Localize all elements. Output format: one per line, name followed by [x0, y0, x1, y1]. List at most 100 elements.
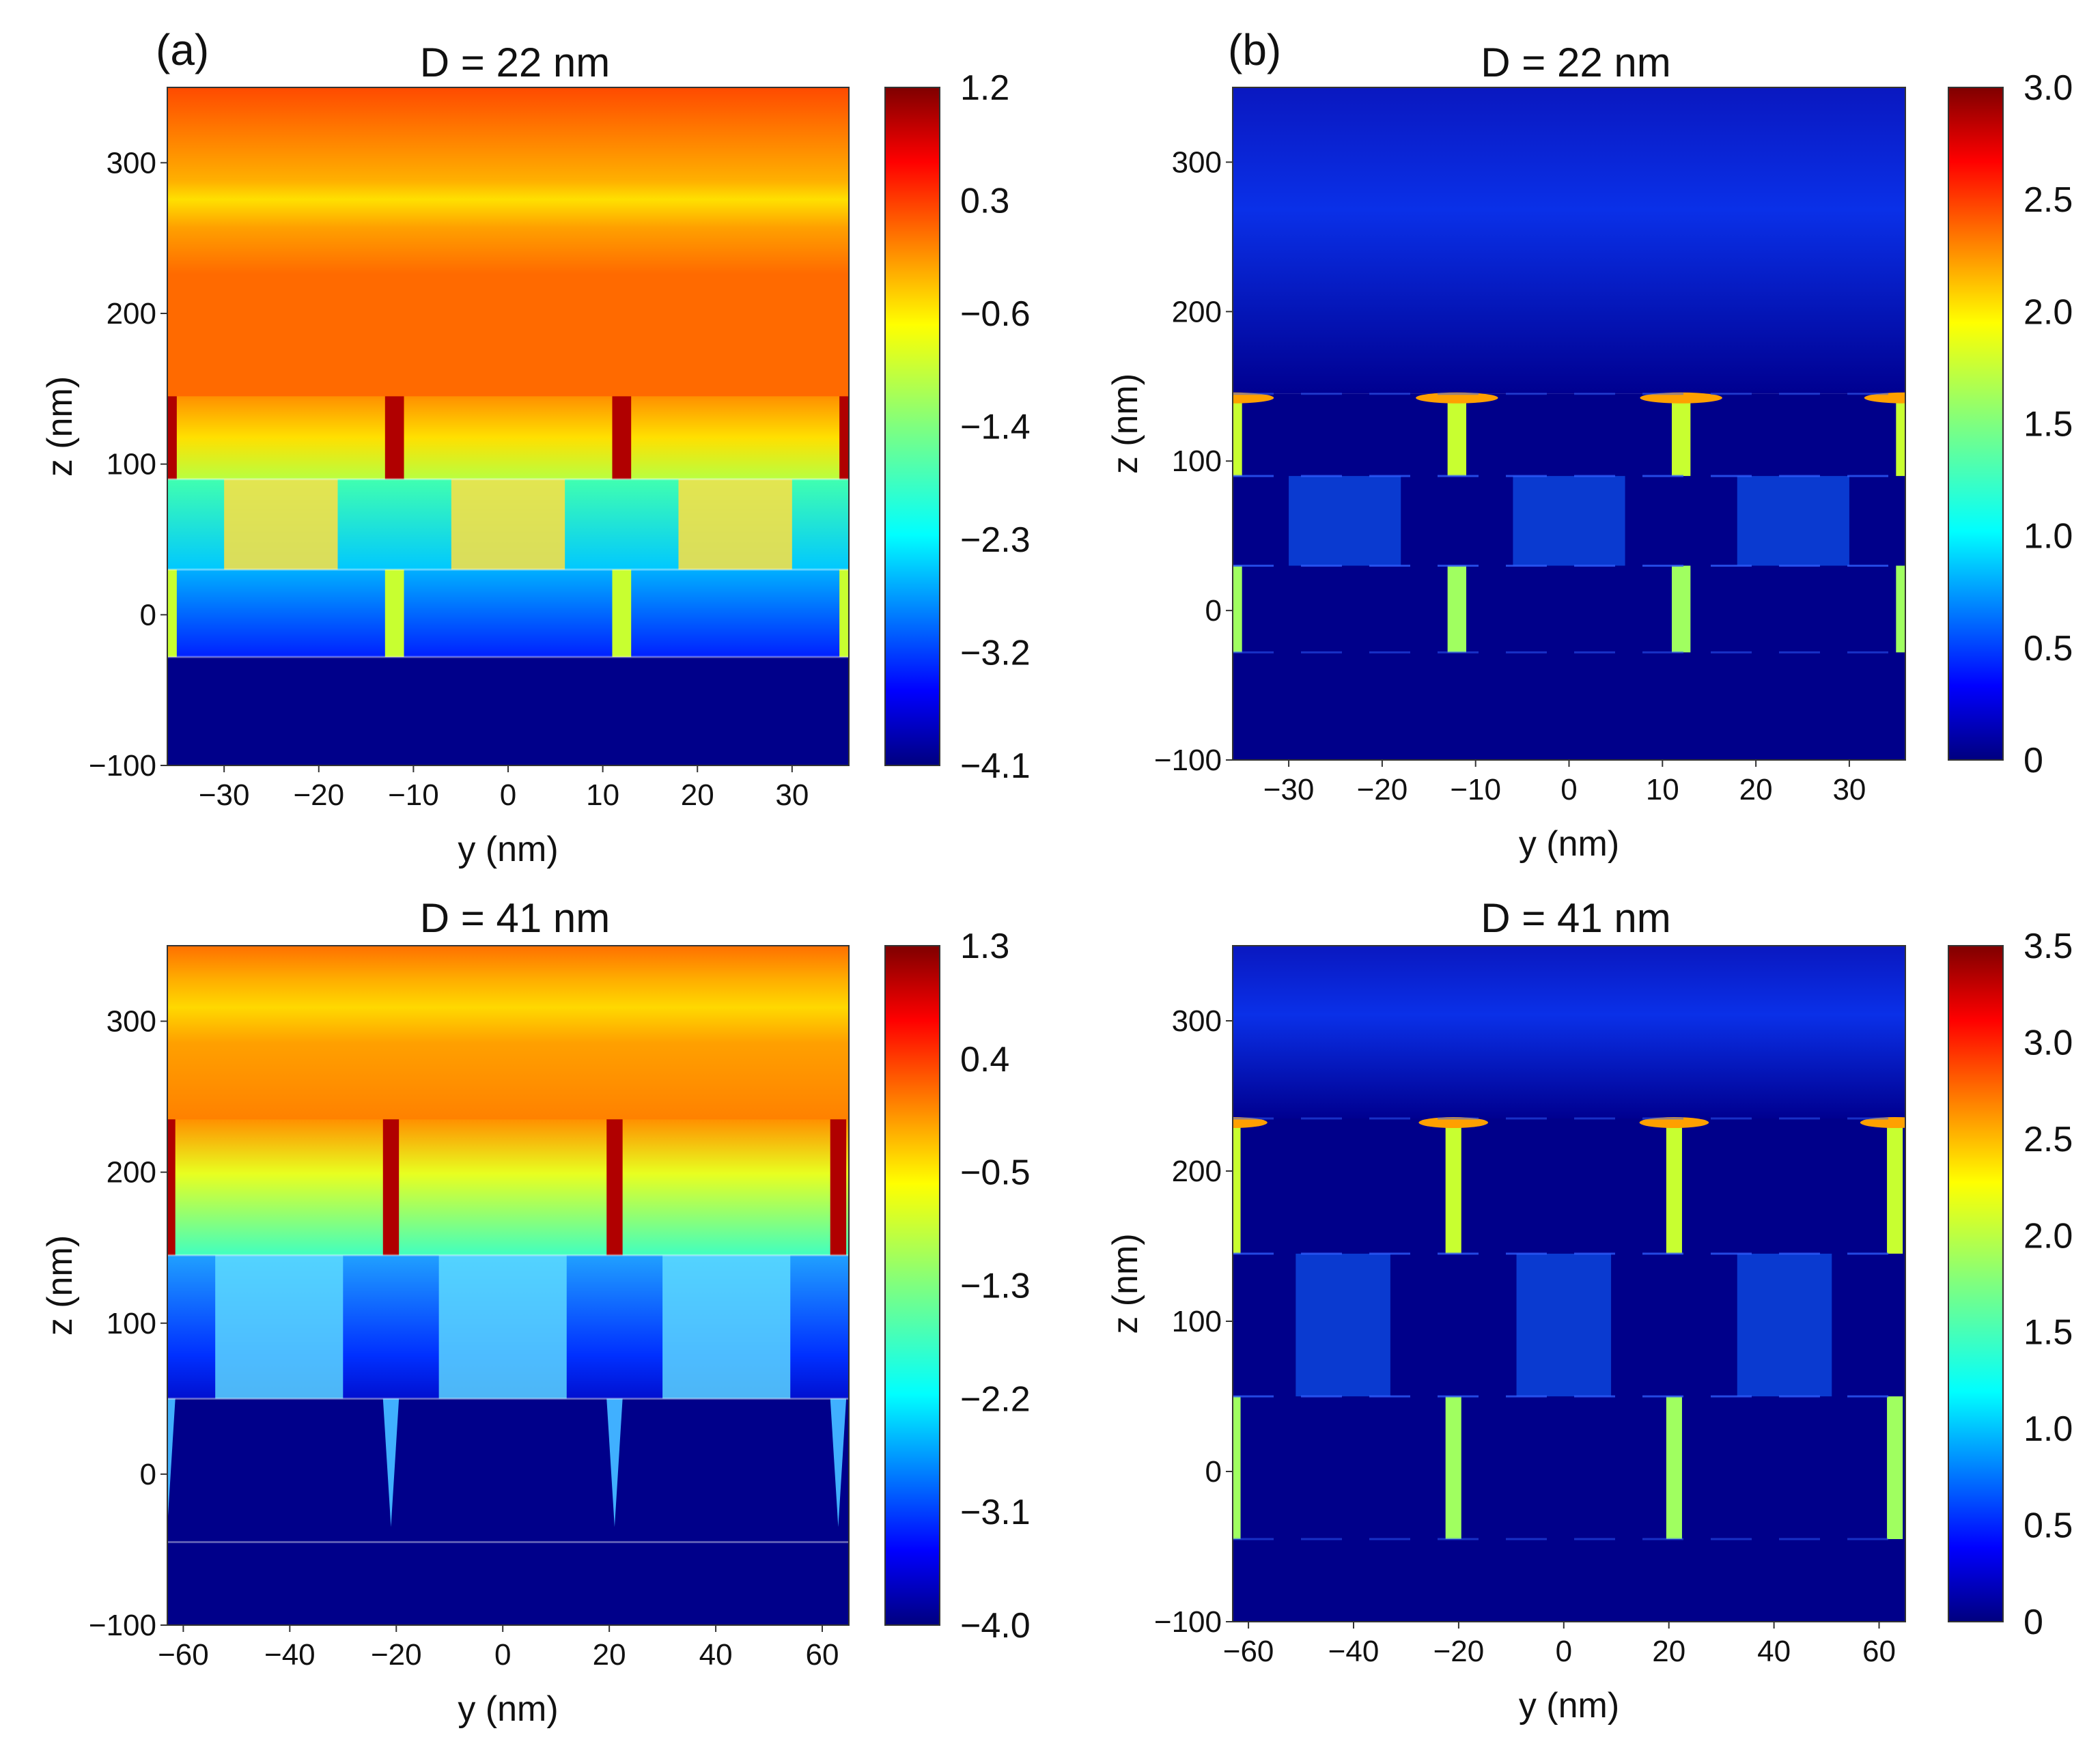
field-bright-rod — [1233, 565, 1242, 653]
field-rod — [839, 569, 849, 658]
colorbar-tick-label: 2.5 — [2024, 1120, 2073, 1159]
x-tick-label: 30 — [1832, 773, 1866, 806]
x-tick-label: 10 — [1646, 773, 1679, 806]
colorbar-tick-label: 1.5 — [2024, 405, 2073, 445]
x-axis-title: y (nm) — [1519, 824, 1619, 864]
field-hot-rod — [612, 396, 632, 479]
field-joint — [1065, 476, 1177, 565]
field-rod-hotspot — [1640, 392, 1722, 404]
colorbar-tick-label: −0.6 — [960, 294, 1031, 334]
field-hot-rod — [830, 1119, 847, 1256]
field-hot-rod — [606, 1119, 623, 1256]
field-hot-rod — [167, 396, 177, 479]
y-axis-title: z (nm) — [40, 376, 80, 477]
field-substrate-region — [167, 657, 849, 765]
y-tick-label: 200 — [1172, 1155, 1222, 1188]
x-tick-label: 0 — [1556, 1635, 1572, 1668]
field-upper-region — [167, 946, 849, 1123]
y-tick-label: 200 — [107, 297, 156, 330]
x-tick-label: −30 — [199, 778, 250, 812]
field-joint — [451, 479, 565, 570]
field-rod-tail — [167, 1398, 176, 1527]
x-tick-label: −20 — [293, 778, 344, 812]
heatmap-field — [167, 946, 1069, 1625]
y-tick-label: 200 — [107, 1156, 156, 1189]
field-bright-rod — [1671, 565, 1691, 653]
field-layer-3 — [167, 569, 849, 658]
colorbar-tick-label: 3.0 — [2024, 68, 2073, 108]
colorbar-tick-label: −1.3 — [960, 1267, 1031, 1306]
colorbar-tick-label: −4.0 — [960, 1606, 1031, 1646]
colorbar-tick-label: 0 — [2024, 1603, 2043, 1642]
field-joint — [215, 1255, 344, 1399]
y-tick-label: 0 — [1205, 594, 1222, 628]
field-lower-region — [1233, 393, 1905, 760]
x-tick-label: 0 — [494, 1638, 511, 1672]
y-axis-title: z (nm) — [1106, 1233, 1145, 1334]
x-tick-label: −40 — [264, 1638, 316, 1672]
field-bright-rod — [1447, 565, 1467, 653]
colorbar-tick-label: 0.5 — [2024, 629, 2073, 668]
x-tick-label: −30 — [1263, 773, 1315, 806]
x-tick-label: −10 — [388, 778, 439, 812]
colorbar-tick-label: −1.4 — [960, 408, 1031, 447]
field-rod-hotspot — [2088, 393, 2100, 404]
y-tick-label: 100 — [1172, 445, 1222, 478]
plot-frame — [1232, 945, 1906, 1622]
x-tick-label: 40 — [1757, 1635, 1791, 1668]
field-joint — [1737, 476, 1849, 566]
field-joint — [224, 479, 338, 570]
field-bright-rod — [1666, 1396, 1682, 1539]
field-bright-rod — [1666, 1118, 1682, 1254]
colorbar-tick-label: 1.0 — [2024, 1409, 2073, 1449]
x-tick-label: 10 — [586, 778, 619, 812]
field-bright-rod — [1445, 1118, 1461, 1254]
colorbar-tick-label: 2.0 — [2024, 292, 2073, 332]
field-hot-rod — [167, 1119, 176, 1256]
x-tick-label: 20 — [1739, 773, 1773, 806]
field-rod-hotspot — [1233, 1117, 1268, 1128]
field-rod-hotspot — [1860, 1117, 1905, 1128]
field-hot-rod — [382, 1119, 400, 1256]
y-tick-label: 100 — [107, 1307, 156, 1340]
field-joint — [1296, 1254, 1390, 1396]
y-tick-label: 0 — [140, 1458, 156, 1491]
field-substrate-region — [167, 1542, 849, 1625]
field-hot-rod — [839, 396, 849, 479]
panel-label-a: (a) — [156, 25, 209, 74]
x-axis-title: y (nm) — [1519, 1686, 1619, 1725]
y-tick-label: 0 — [1205, 1455, 1222, 1489]
heatmap-field — [977, 946, 2100, 1622]
field-hot-rod — [1054, 1119, 1069, 1255]
field-bright-rod — [1233, 1118, 1241, 1254]
x-tick-label: 20 — [593, 1638, 626, 1672]
colorbar-tick-label: 1.2 — [960, 68, 1009, 108]
colorbar-tick-label: 0 — [2024, 741, 2043, 780]
panel-title: D = 22 nm — [1481, 40, 1670, 85]
field-rod — [612, 569, 632, 658]
x-tick-label: 60 — [1862, 1635, 1896, 1668]
y-tick-label: 300 — [107, 146, 156, 180]
y-tick-label: 300 — [1172, 1004, 1222, 1038]
heatmap-panel-3: −60 −40 −20 0 20 40 60 −100 0 100 200 300 y (nm) z (n… — [40, 895, 1069, 1729]
y-tick-label: 300 — [1172, 145, 1222, 179]
x-tick-label: −20 — [1433, 1635, 1485, 1668]
colorbar-tick-label: 1.0 — [2024, 517, 2073, 557]
field-rod-hotspot — [977, 1117, 1047, 1128]
colorbar-tick-label: −2.3 — [960, 520, 1031, 560]
y-axis-title: z (nm) — [40, 1235, 80, 1336]
field-joint — [0, 479, 111, 569]
field-rod — [384, 569, 404, 658]
field-joint — [1513, 476, 1625, 566]
y-tick-label: 0 — [140, 598, 156, 632]
field-rod-hotspot — [2081, 1117, 2100, 1128]
colorbar — [1948, 945, 2004, 1622]
field-hot-rod — [1067, 396, 1086, 479]
field-bright-rod — [1896, 393, 1905, 477]
x-tick-label: 20 — [681, 778, 714, 812]
plot-frame — [167, 945, 850, 1626]
field-rod-tail — [606, 1398, 623, 1527]
